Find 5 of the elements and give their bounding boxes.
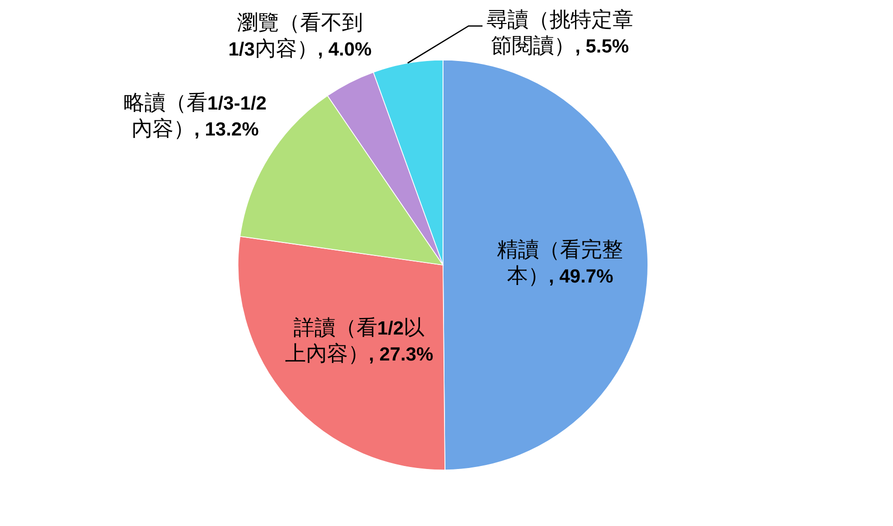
slice-label: 尋讀（挑特定章節閱讀）, 5.5% [486, 8, 634, 58]
slice-label: 精讀（看完整本）, 49.7% [497, 238, 623, 288]
slice-label: 瀏覽（看不到1/3內容）, 4.0% [228, 12, 372, 61]
slice-label: 略讀（看1/3-1/2內容）, 13.2% [123, 92, 267, 141]
slice-label: 詳讀（看1/2以上內容）, 27.3% [284, 316, 434, 366]
